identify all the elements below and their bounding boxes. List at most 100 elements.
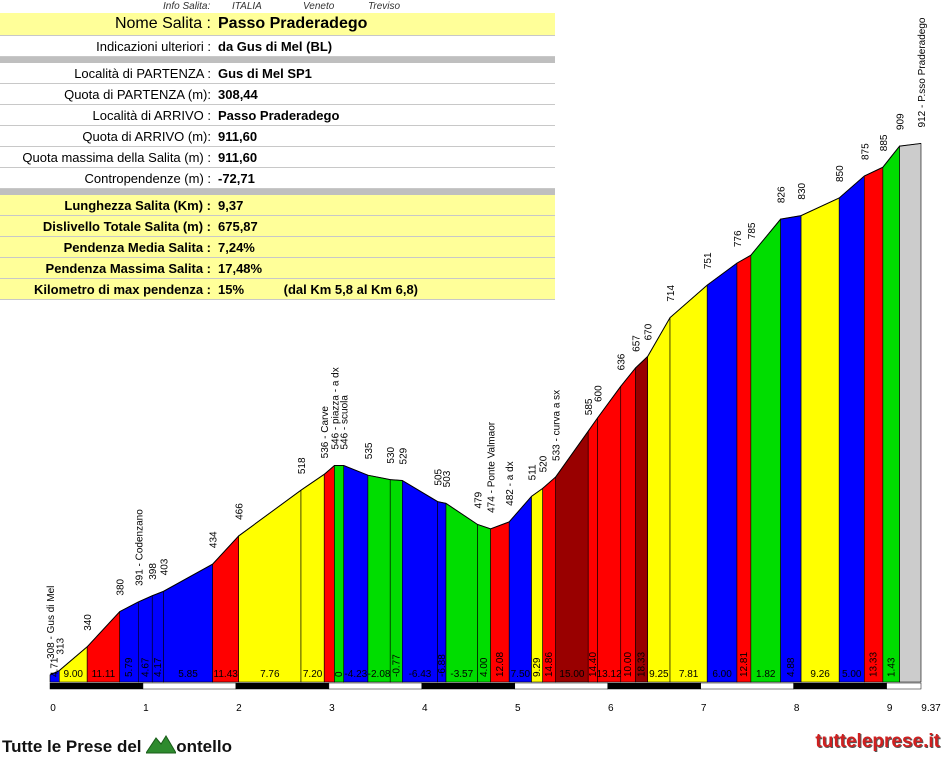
segment-gradient-label: 5.00 — [842, 669, 862, 680]
x-tick-label: 6 — [608, 703, 614, 714]
segment-gradient-label: 11.11 — [92, 669, 116, 680]
profile-segment — [597, 385, 622, 683]
segment-gradient-label: 9.25 — [649, 669, 669, 680]
info-row-label: Località di PARTENZA : — [0, 63, 215, 84]
profile-segment — [445, 502, 478, 683]
info-row: Località di PARTENZA : Gus di Mel SP1 — [0, 63, 555, 84]
segment-gradient-label: 7.76 — [260, 669, 280, 680]
segment-gradient-label: 15.00 — [559, 669, 584, 680]
summary-value: 15% (dal Km 5,8 al Km 6,8) — [215, 278, 555, 300]
km-scale-block — [235, 682, 330, 690]
info-row-value: 911,60 — [215, 146, 555, 168]
elevation-label: 546 - piazza - a dx — [330, 367, 341, 449]
info-label: Info Salita: — [163, 1, 211, 12]
km-scale-block — [421, 682, 516, 690]
profile-segment — [531, 487, 543, 683]
profile-segment — [736, 254, 752, 683]
profile-segment — [367, 474, 391, 683]
profile-segment — [620, 366, 636, 683]
elevation-label: 885 — [879, 134, 890, 151]
profile-segment — [750, 218, 781, 683]
elevation-label: 520 — [539, 455, 550, 472]
profile-segment — [508, 495, 532, 683]
profile-segment — [838, 175, 865, 683]
segment-gradient-label: 18.33 — [637, 652, 648, 677]
brand-left-text-a: Tutte le Prese del — [2, 737, 147, 756]
segment-gradient-label: 5.85 — [178, 669, 198, 680]
info-country: ITALIA — [232, 1, 262, 12]
info-row-value: Gus di Mel SP1 — [215, 63, 555, 84]
summary-row: Lunghezza Salita (Km) : 9,37 — [0, 195, 555, 216]
mountain-logo-icon — [145, 733, 178, 760]
elevation-label: 511 — [528, 464, 539, 480]
segment-gradient-label: 10.00 — [623, 652, 634, 677]
climb-extra-label: Indicazioni ulteriori : — [0, 35, 215, 57]
info-row-label: Quota massima della Salita (m) : — [0, 146, 215, 168]
elevation-label: 434 — [209, 531, 220, 548]
info-row-value: 911,60 — [215, 125, 555, 147]
segment-gradient-label: 11.43 — [214, 669, 239, 680]
segment-gradient-label: 0 — [334, 671, 345, 677]
segment-gradient-label: -0.77 — [391, 654, 402, 677]
profile-segment — [800, 197, 840, 683]
km-scale-block — [793, 682, 887, 690]
summary-row: Kilometro di max pendenza : 15% (dal Km … — [0, 278, 555, 300]
x-tick-label: 2 — [236, 703, 242, 714]
elevation-label: 826 — [777, 186, 788, 203]
km-scale-block — [514, 682, 608, 690]
info-row-label: Quota di ARRIVO (m): — [0, 125, 215, 147]
climb-info-table: Nome Salita : Passo Praderadego Indicazi… — [0, 13, 555, 300]
info-row-label: Contropendenze (m) : — [0, 167, 215, 189]
segment-gradient-label: 5.79 — [124, 657, 135, 677]
profile-segment — [587, 417, 598, 683]
profile-segment — [706, 262, 738, 683]
elevation-label: 670 — [644, 323, 655, 340]
profile-segment — [882, 145, 900, 683]
profile-segment — [635, 355, 649, 683]
elevation-label: 909 — [896, 113, 907, 130]
segment-gradient-label: -2.08 — [368, 669, 391, 680]
km-scale-block — [49, 682, 144, 690]
km-scale-block — [886, 682, 922, 690]
separator — [0, 188, 555, 195]
summary-label: Pendenza Media Salita : — [0, 236, 215, 258]
climb-name-label: Nome Salita : — [0, 13, 215, 36]
info-row-value: -72,71 — [215, 167, 555, 189]
x-tick-label: 9 — [887, 703, 893, 714]
elevation-label: 875 — [860, 143, 871, 160]
elevation-label: 912 - P.sso Praderadego — [917, 17, 928, 127]
info-province: Treviso — [368, 1, 401, 12]
climb-extra-value: da Gus di Mel (BL) — [215, 35, 555, 57]
summary-row: Pendenza Massima Salita : 17,48% — [0, 257, 555, 279]
profile-segment — [163, 563, 213, 683]
info-region: Veneto — [303, 1, 335, 12]
segment-gradient-label: -4.23 — [344, 669, 367, 680]
elevation-label: 474 - Ponte Valmaor — [487, 421, 498, 513]
segment-gradient-label: 9.00 — [64, 669, 84, 680]
elevation-label: 751 — [703, 252, 714, 269]
max-km-gradient: 15% — [218, 281, 245, 297]
profile-segment — [212, 535, 240, 683]
km-scale-block — [607, 682, 701, 690]
elevation-label: 585 — [584, 398, 595, 415]
segment-gradient-label: 6.00 — [712, 669, 732, 680]
brand-left-text-b: ontello — [176, 737, 232, 756]
x-tick-label: 1 — [143, 703, 149, 714]
profile-segment — [555, 430, 589, 683]
elevation-label: 391 - Codenzano — [134, 509, 145, 586]
elevation-label: 776 — [733, 230, 744, 247]
info-row: Quota di PARTENZA (m): 308,44 — [0, 83, 555, 105]
km-scale-block — [142, 682, 237, 690]
elevation-label: 466 — [235, 503, 246, 520]
segment-gradient-label: 4.71 — [50, 657, 61, 677]
elevation-label: 479 — [474, 491, 485, 508]
elevation-label: 482 - a dx — [505, 461, 516, 505]
summary-row: Pendenza Media Salita : 7,24% — [0, 236, 555, 258]
elevation-label: 530 — [386, 446, 397, 463]
climb-extra-row: Indicazioni ulteriori : da Gus di Mel (B… — [0, 35, 555, 57]
profile-segment — [343, 465, 369, 683]
elevation-label: 380 — [116, 578, 127, 595]
segment-gradient-label: -6.88 — [437, 654, 448, 677]
profile-segment — [323, 464, 335, 683]
